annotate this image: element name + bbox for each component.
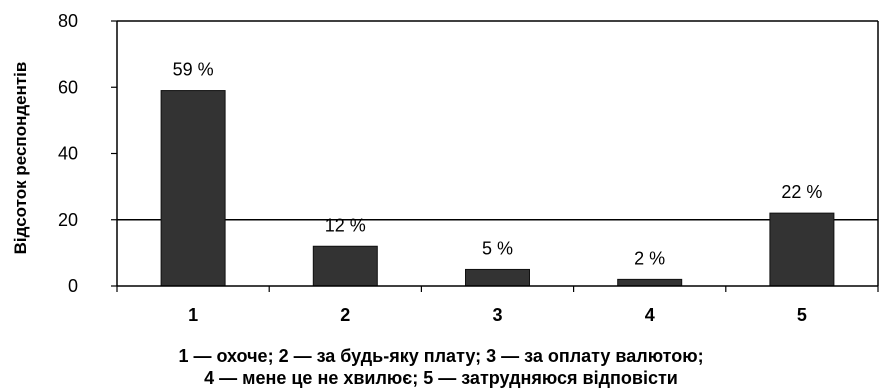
x-tick-label: 3 — [492, 305, 502, 325]
bar — [160, 90, 226, 287]
x-tick-label: 1 — [188, 305, 198, 325]
bar — [465, 268, 530, 287]
data-label: 2 % — [634, 248, 665, 268]
bar — [769, 212, 835, 287]
data-label: 5 % — [482, 238, 513, 258]
bar — [312, 245, 378, 287]
y-axis-label: Відсоток респондентів — [11, 62, 30, 255]
x-tick-label: 5 — [797, 305, 807, 325]
bar — [617, 278, 683, 287]
x-tick-label: 2 — [340, 305, 350, 325]
y-tick-label: 80 — [58, 11, 78, 31]
y-tick-label: 20 — [58, 210, 78, 230]
data-label: 12 % — [325, 215, 366, 235]
caption-line-2: 4 — мене це не хвилює; 5 — затрудняюся в… — [204, 368, 678, 388]
data-label: 59 % — [173, 60, 214, 80]
y-tick-label: 40 — [58, 144, 78, 164]
y-tick-label: 0 — [68, 276, 78, 296]
plot-area: 0 20 40 60 80 59 % 1 12 % 2 5 % 3 2 % 4 22 % 5 — [58, 11, 879, 325]
data-label: 22 % — [781, 182, 822, 202]
x-tick-label: 4 — [645, 305, 655, 325]
y-tick-label: 60 — [58, 77, 78, 97]
caption-line-1: 1 — охоче; 2 — за будь-яку плату; 3 — за… — [178, 346, 704, 366]
